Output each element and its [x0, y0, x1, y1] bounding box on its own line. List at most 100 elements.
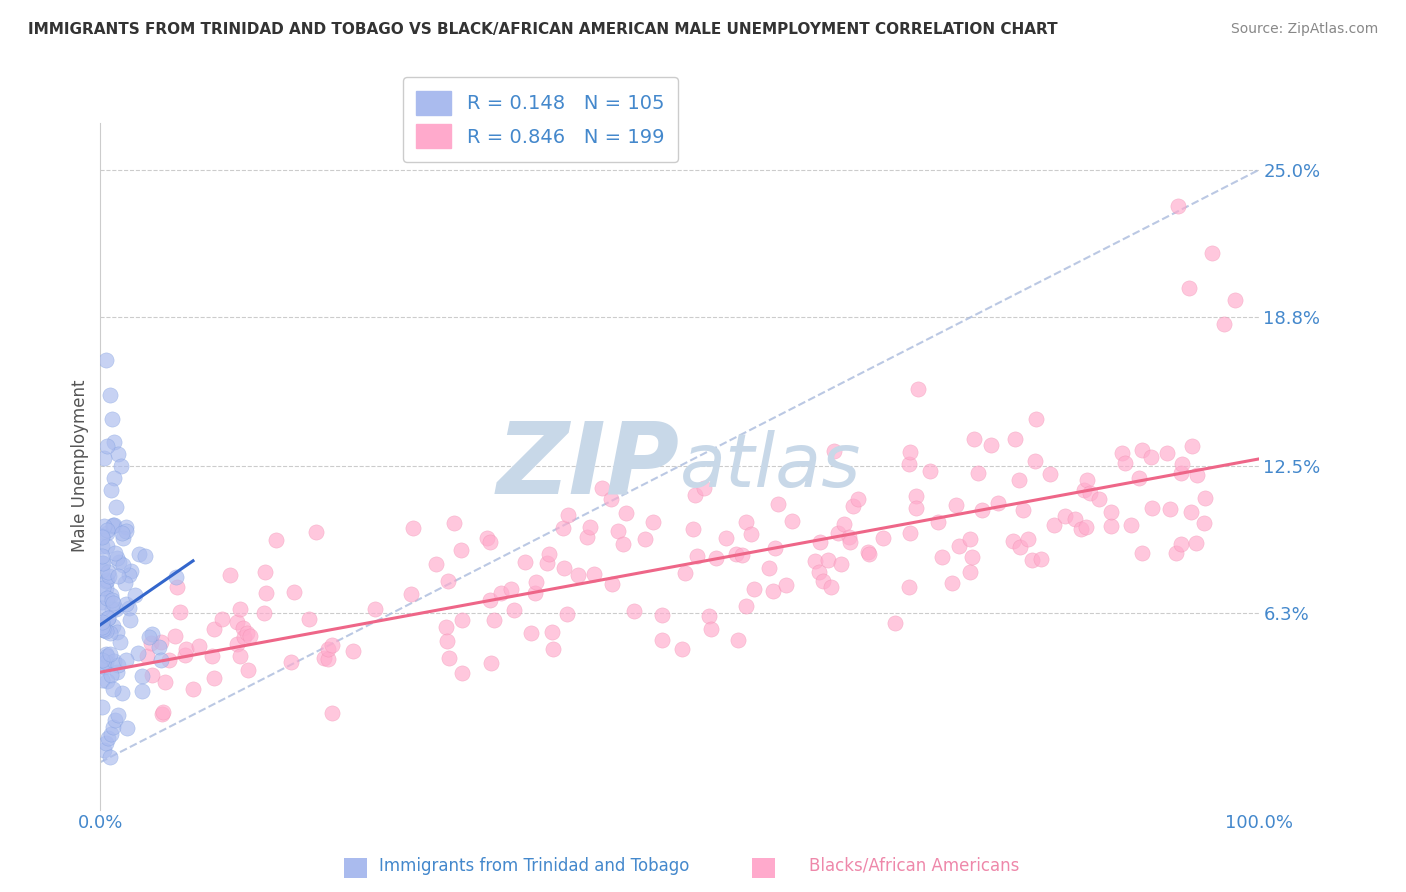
- Point: [148, 640, 170, 655]
- Point: [959, 565, 981, 579]
- Point: [90, 673, 112, 688]
- Point: [817, 553, 839, 567]
- Point: [1170, 537, 1192, 551]
- Point: [107, 447, 129, 461]
- Point: [266, 533, 288, 548]
- Point: [101, 519, 124, 533]
- Point: [136, 648, 159, 663]
- Point: [103, 682, 125, 697]
- Point: [858, 547, 880, 561]
- Point: [553, 561, 575, 575]
- Point: [700, 622, 723, 636]
- Point: [91, 581, 114, 595]
- Point: [1063, 511, 1085, 525]
- Point: [1053, 508, 1076, 523]
- Point: [100, 668, 122, 682]
- Point: [91, 529, 114, 543]
- Point: [1156, 446, 1178, 460]
- Point: [1043, 517, 1066, 532]
- Point: [1185, 467, 1208, 482]
- Point: [91, 600, 114, 615]
- Point: [437, 651, 460, 665]
- Point: [141, 668, 163, 682]
- Point: [780, 514, 803, 528]
- Point: [101, 596, 124, 610]
- Point: [623, 604, 645, 618]
- Point: [537, 548, 560, 562]
- Point: [725, 547, 748, 561]
- Point: [945, 499, 967, 513]
- Point: [839, 534, 862, 549]
- Point: [128, 547, 150, 561]
- Point: [1073, 483, 1095, 497]
- Point: [94, 736, 117, 750]
- Point: [236, 663, 259, 677]
- Point: [316, 652, 339, 666]
- Point: [280, 655, 302, 669]
- Point: [1130, 546, 1153, 560]
- Point: [211, 612, 233, 626]
- Point: [692, 482, 714, 496]
- Point: [766, 497, 789, 511]
- Point: [1128, 471, 1150, 485]
- Point: [966, 466, 988, 480]
- Point: [927, 516, 949, 530]
- Point: [905, 500, 928, 515]
- Point: [96, 673, 118, 688]
- Point: [93, 657, 115, 671]
- Point: [225, 637, 247, 651]
- Point: [775, 578, 797, 592]
- Point: [1212, 317, 1234, 331]
- Point: [830, 557, 852, 571]
- Point: [103, 435, 125, 450]
- Point: [110, 459, 132, 474]
- Point: [120, 565, 142, 579]
- Point: [305, 524, 328, 539]
- Point: [673, 566, 696, 580]
- Point: [101, 720, 124, 734]
- Point: [1021, 552, 1043, 566]
- Point: [94, 352, 117, 367]
- Point: [101, 592, 124, 607]
- Point: [101, 518, 124, 533]
- Point: [1025, 411, 1047, 425]
- Point: [97, 611, 120, 625]
- Point: [93, 450, 115, 465]
- Point: [1011, 503, 1033, 517]
- Point: [898, 457, 921, 471]
- Point: [342, 644, 364, 658]
- Point: [94, 624, 117, 639]
- Point: [1225, 293, 1247, 308]
- Point: [127, 646, 149, 660]
- Point: [101, 601, 124, 615]
- Point: [1002, 533, 1025, 548]
- Point: [256, 586, 278, 600]
- Point: [434, 620, 457, 634]
- Point: [139, 636, 162, 650]
- Point: [114, 576, 136, 591]
- Point: [907, 383, 929, 397]
- Point: [124, 588, 146, 602]
- Point: [904, 490, 927, 504]
- Point: [451, 665, 474, 680]
- Point: [600, 491, 623, 506]
- Point: [97, 611, 120, 625]
- Point: [489, 586, 512, 600]
- Point: [90, 700, 112, 714]
- Point: [107, 707, 129, 722]
- Legend: R = 0.148   N = 105, R = 0.846   N = 199: R = 0.148 N = 105, R = 0.846 N = 199: [404, 78, 678, 161]
- Point: [97, 569, 120, 583]
- Point: [134, 549, 156, 564]
- Point: [918, 464, 941, 478]
- Point: [1076, 520, 1098, 534]
- Text: IMMIGRANTS FROM TRINIDAD AND TOBAGO VS BLACK/AFRICAN AMERICAN MALE UNEMPLOYMENT : IMMIGRANTS FROM TRINIDAD AND TOBAGO VS B…: [28, 22, 1057, 37]
- Point: [606, 524, 628, 539]
- Point: [1076, 473, 1098, 487]
- Point: [970, 503, 993, 517]
- Point: [555, 607, 578, 621]
- Point: [1004, 432, 1026, 446]
- Point: [811, 574, 834, 589]
- Point: [1194, 491, 1216, 506]
- Point: [321, 638, 343, 652]
- Point: [735, 515, 758, 529]
